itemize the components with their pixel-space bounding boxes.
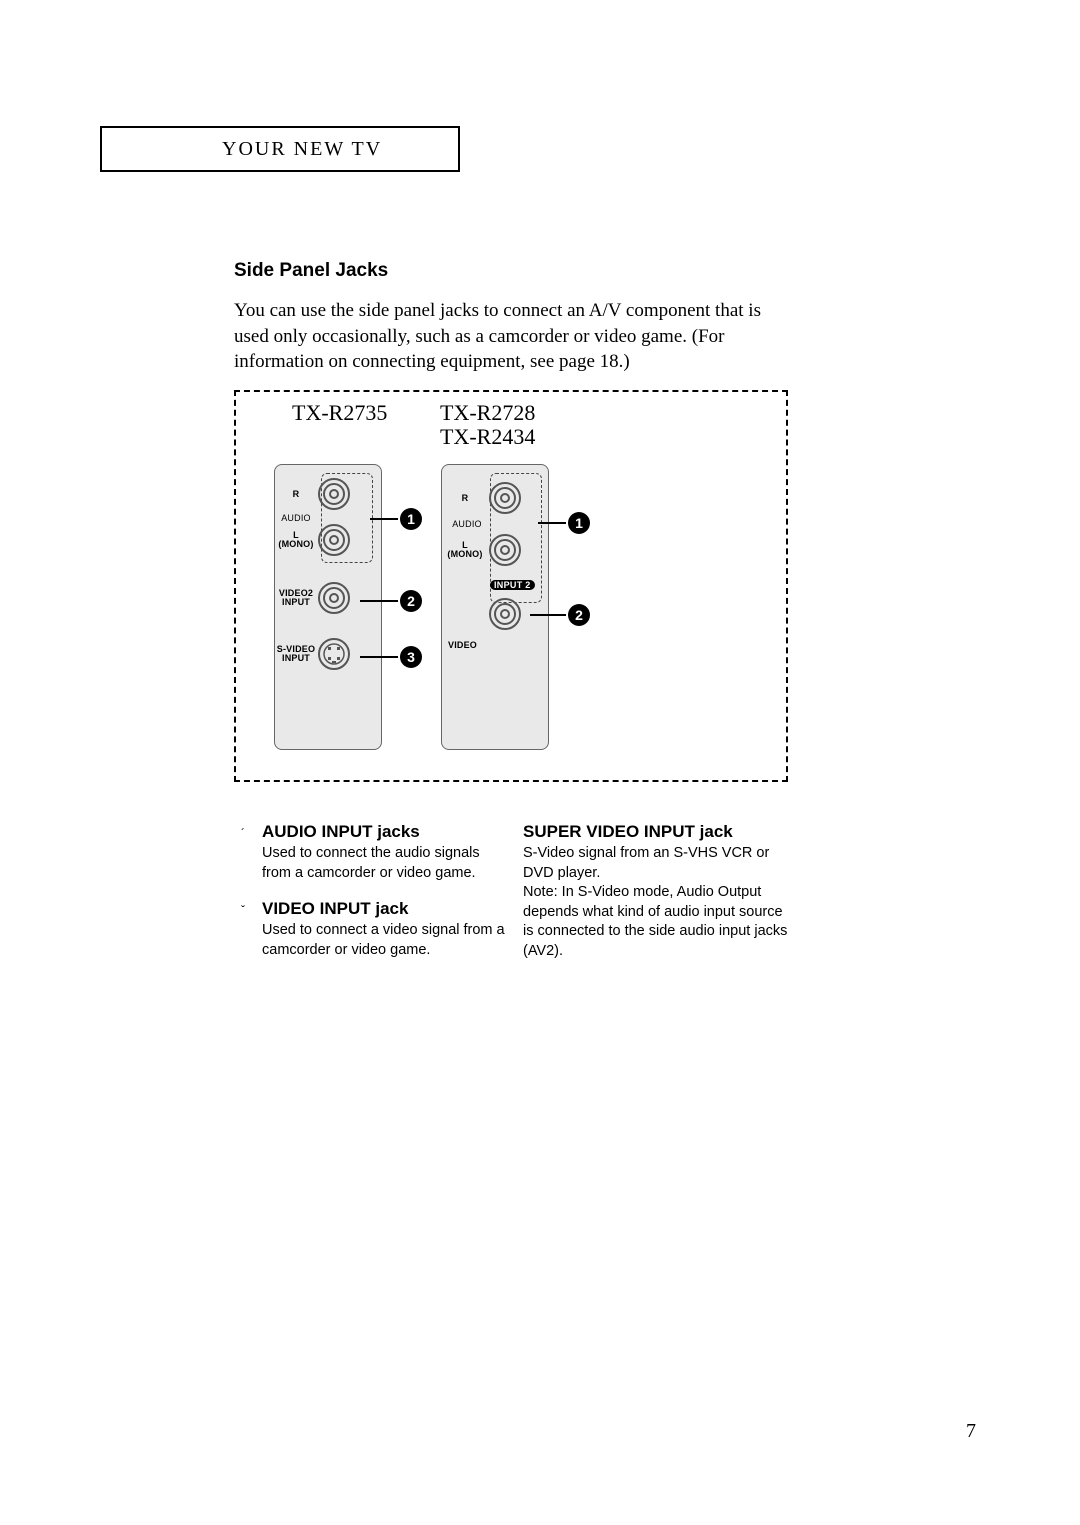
- definition-item: ˇ VIDEO INPUT jack Used to connect a vid…: [234, 899, 505, 960]
- callout-number: 3: [400, 646, 422, 668]
- model-left-label: TX-R2735: [292, 400, 387, 426]
- side-panel-diagram: TX-R2735 TX-R2728 TX-R2434 R AUDIO L (MO…: [234, 390, 788, 782]
- model-right-bottom-label: TX-R2434: [440, 424, 535, 450]
- panel-a-audio-l-label: L (MONO): [275, 531, 317, 549]
- rca-jack-icon: [488, 533, 522, 567]
- definition-number: ˇ: [234, 901, 252, 919]
- panel-a-svideo-label: S-VIDEO INPUT: [275, 645, 317, 663]
- panel-b-audio-r: R: [442, 481, 548, 515]
- panel-a-callout-2: 2: [360, 590, 422, 612]
- definition-title: SUPER VIDEO INPUT jack: [523, 822, 733, 842]
- callout-number: 1: [568, 512, 590, 534]
- panel-b-audio-l-label: L (MONO): [442, 541, 488, 559]
- panel-b-audio-l: L (MONO): [442, 533, 548, 567]
- definitions: ´ AUDIO INPUT jacks Used to connect the …: [234, 822, 794, 977]
- svideo-jack-icon: [317, 637, 351, 671]
- definition-title: AUDIO INPUT jacks: [262, 822, 420, 842]
- rca-jack-icon: [317, 477, 351, 511]
- definition-title: VIDEO INPUT jack: [262, 899, 408, 919]
- panel-a-audio-r-label: R: [275, 490, 317, 499]
- definition-body: Used to connect a video signal from a ca…: [262, 921, 505, 960]
- rca-jack-icon: [488, 597, 522, 631]
- panel-b-audio-r-label: R: [442, 494, 488, 503]
- panel-a-audio-r: R: [275, 477, 381, 511]
- definition-body: Used to connect the audio signals from a…: [262, 844, 505, 883]
- manual-page: YOUR NEW TV Side Panel Jacks You can use…: [0, 0, 1080, 1525]
- definition-body: S-Video signal from an S-VHS VCR or DVD …: [523, 844, 794, 961]
- panel-a-callout-1: 1: [370, 508, 422, 530]
- rca-jack-icon: [317, 523, 351, 557]
- panel-a-audio-mid-label: AUDIO: [275, 513, 317, 523]
- definition-number: ´: [234, 824, 252, 842]
- callout-number: 2: [568, 604, 590, 626]
- panel-b-video-label: VIDEO: [448, 641, 494, 650]
- panel-b-input-pill: INPUT 2: [490, 575, 535, 593]
- panel-a-audio-l: L (MONO): [275, 523, 381, 557]
- header-title: YOUR NEW TV: [222, 138, 382, 161]
- panel-a-callout-3: 3: [360, 646, 422, 668]
- panel-a-video-label: VIDEO2 INPUT: [275, 589, 317, 607]
- definition-item: SUPER VIDEO INPUT jack S-Video signal fr…: [523, 822, 794, 961]
- panel-b-audio-mid-label: AUDIO: [444, 519, 490, 529]
- definitions-left-column: ´ AUDIO INPUT jacks Used to connect the …: [234, 822, 505, 977]
- callout-number: 1: [400, 508, 422, 530]
- definition-item: ´ AUDIO INPUT jacks Used to connect the …: [234, 822, 505, 883]
- callout-number: 2: [400, 590, 422, 612]
- panel-b-callout-1: 1: [538, 512, 590, 534]
- page-number: 7: [966, 1420, 976, 1443]
- panel-b-callout-2: 2: [530, 604, 590, 626]
- header-box: YOUR NEW TV: [100, 126, 460, 172]
- intro-paragraph: You can use the side panel jacks to conn…: [234, 298, 794, 375]
- definitions-right-column: SUPER VIDEO INPUT jack S-Video signal fr…: [523, 822, 794, 977]
- input-pill-label: INPUT 2: [490, 580, 535, 590]
- section-title: Side Panel Jacks: [234, 260, 388, 282]
- model-right-top-label: TX-R2728: [440, 400, 535, 426]
- rca-jack-icon: [488, 481, 522, 515]
- rca-jack-icon: [317, 581, 351, 615]
